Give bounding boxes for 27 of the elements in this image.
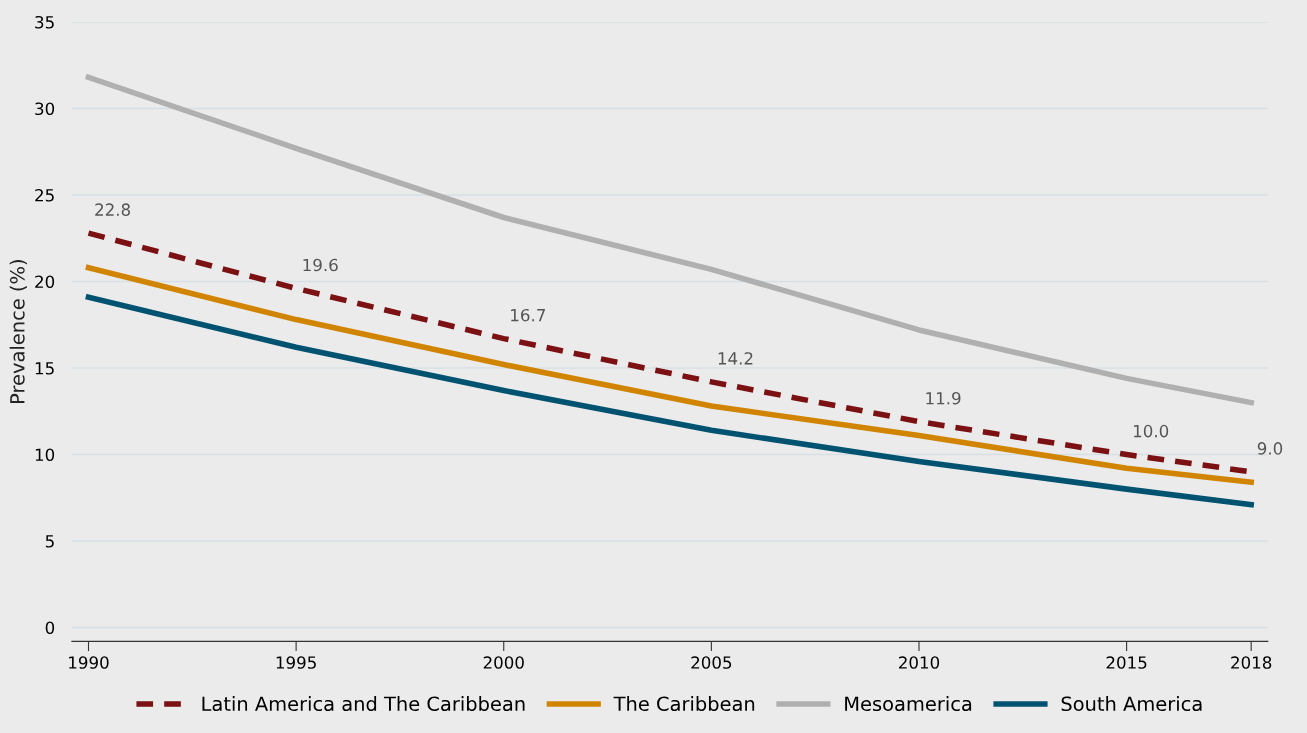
data-label: 11.9 [926, 391, 961, 405]
y-tick-label: 35 [35, 15, 54, 29]
y-axis-title: Prevalence (%) [9, 260, 27, 404]
y-tick-label: 30 [35, 102, 55, 116]
x-tick-label: 2018 [1231, 656, 1272, 669]
data-label: 9.0 [1257, 442, 1283, 455]
data-label: 10.0 [1133, 424, 1169, 438]
y-tick-label: 20 [35, 275, 55, 289]
y-tick-label: 15 [35, 362, 54, 375]
x-tick-label: 2015 [1106, 656, 1147, 669]
y-tick-label: 25 [35, 188, 54, 202]
data-label: 22.8 [95, 203, 131, 216]
data-label: 19.6 [303, 258, 338, 272]
y-tick-label: 0 [45, 621, 55, 635]
data-label: 16.7 [511, 308, 545, 322]
legend-label: South America [1061, 696, 1202, 712]
legend-label: The Caribbean [613, 696, 755, 712]
x-tick-label: 2000 [483, 656, 524, 669]
data-label: 14.2 [718, 352, 753, 365]
y-tick-label: 5 [45, 535, 54, 548]
legend-label: Latin America and The Caribbean [202, 696, 525, 712]
y-tick-label: 10 [35, 448, 55, 462]
x-tick-label: 2005 [691, 656, 732, 669]
legend-label: Mesoamerica [845, 696, 972, 712]
x-tick-label: 2010 [899, 656, 940, 669]
x-tick-label: 1995 [276, 656, 316, 669]
x-tick-label: 1990 [69, 656, 109, 669]
